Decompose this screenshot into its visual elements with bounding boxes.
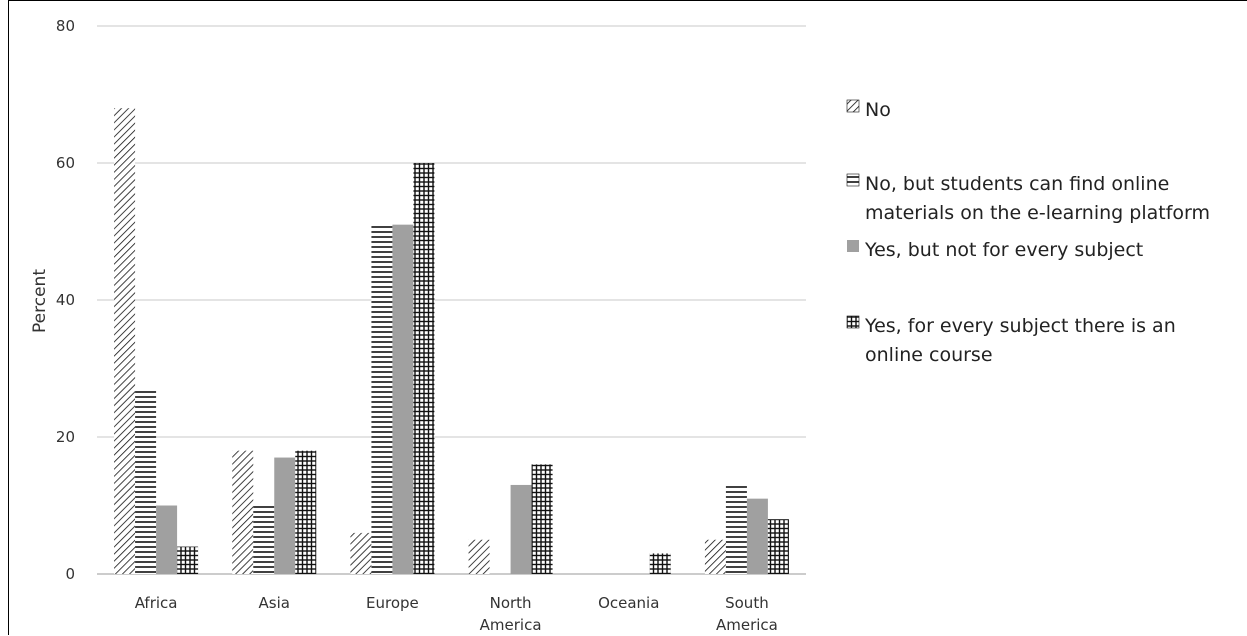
x-axis: Africa Asia Europe North America Oceania South… [135, 594, 778, 634]
y-tick-label: 80 [56, 17, 75, 35]
legend: No No, but students can find online materi… [846, 99, 1210, 366]
bar-chart: 0 20 40 60 80 Africa Asia Europe North America Oc… [30, 17, 1210, 634]
y-tick-label: 40 [56, 291, 75, 309]
bar [371, 224, 393, 574]
y-axis: 0 20 40 60 80 [56, 17, 75, 583]
bar [253, 505, 275, 574]
legend-swatch [846, 173, 860, 187]
bar [295, 450, 317, 574]
grid-lines [97, 25, 806, 575]
legend-label: Yes, for every subject there is an online… [864, 315, 1176, 366]
bar [767, 519, 789, 574]
x-tick-label: Africa [135, 594, 178, 612]
bar [135, 389, 157, 574]
legend-swatch [846, 315, 860, 329]
legend-label: Yes, but not for every subject [864, 239, 1143, 261]
x-tick-label: South America [716, 594, 778, 634]
bar [156, 505, 178, 574]
bar [114, 108, 136, 574]
legend-label: No, but students can find online material… [865, 173, 1210, 224]
y-tick-label: 60 [56, 154, 75, 172]
bar [232, 450, 254, 574]
y-axis-label: Percent [30, 269, 50, 333]
legend-swatch [846, 99, 860, 113]
y-tick-label: 20 [56, 428, 75, 446]
bar [413, 163, 435, 574]
bar [649, 553, 671, 574]
bar [274, 457, 296, 574]
bar [392, 224, 414, 574]
bar [746, 498, 768, 574]
legend-label: No [865, 99, 891, 121]
bar [704, 539, 726, 574]
bar [350, 532, 372, 574]
y-tick-label: 0 [65, 565, 75, 583]
bar [177, 546, 199, 574]
bars [114, 108, 789, 574]
bar [531, 464, 553, 574]
x-tick-label: North America [480, 594, 542, 634]
bar [725, 484, 747, 574]
x-tick-label: Oceania [598, 594, 659, 612]
bar [468, 539, 490, 574]
chart-frame: 0 20 40 60 80 Africa Asia Europe North America Oc… [8, 0, 1247, 635]
x-tick-label: Asia [259, 594, 290, 612]
bar [510, 484, 532, 574]
legend-swatch [847, 240, 859, 252]
x-tick-label: Europe [366, 594, 419, 612]
